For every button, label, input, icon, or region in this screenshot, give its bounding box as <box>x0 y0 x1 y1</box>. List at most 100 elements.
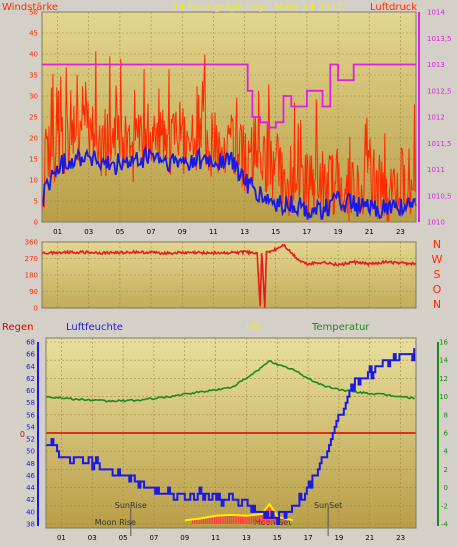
wind-x-tick-label: 01 <box>53 228 62 236</box>
pressure-y-tick-label: 1013 <box>427 61 445 69</box>
pressure-line <box>42 63 416 129</box>
humidity-y-tick-label: 58 <box>26 399 35 407</box>
compass-label: N <box>433 238 441 251</box>
humidity-x-tick-label: 21 <box>365 534 374 542</box>
pressure-y-tick-label: 1010,5 <box>427 192 452 200</box>
temperature-y-tick-label: -2 <box>441 502 448 510</box>
humidity-y-tick-label: 54 <box>26 423 35 431</box>
humidity-x-tick-label: 07 <box>149 534 158 542</box>
wind-x-tick-label: 15 <box>271 228 280 236</box>
direction-left-ticks: 0 90 180 270 360 <box>25 239 38 313</box>
humidity-y-tick-label: 52 <box>26 436 35 444</box>
humidity-x-tick-label: 13 <box>242 534 251 542</box>
direction-line <box>41 243 417 309</box>
pressure-y-tick-label: 1013,5 <box>427 35 452 43</box>
humidity-y-tick-label: 64 <box>26 363 35 371</box>
compass-label: O <box>433 283 442 296</box>
uv-line <box>184 502 293 522</box>
chart-title: 24 hour graph day : Marz 24 2017 <box>172 2 343 13</box>
direction-series <box>41 243 417 309</box>
moonset-label: Moon Set <box>254 518 291 527</box>
sunrise-label: SunRise <box>115 501 147 510</box>
wind-average-line <box>41 145 417 220</box>
wind-left-ticks: 0 5 10 15 20 25 30 35 40 45 50 <box>29 9 38 227</box>
temperature-line <box>45 360 415 403</box>
pressure-y-tick-label: 1012,5 <box>427 87 452 95</box>
uv-axis-label: UV <box>246 322 260 333</box>
humidity-plot-border <box>45 337 417 529</box>
wind-x-tick-label: 07 <box>147 228 156 236</box>
humidity-x-tick-label: 17 <box>304 534 313 542</box>
humidity-y-tick-label: 50 <box>26 448 35 456</box>
wind-y-tick-label: 45 <box>29 30 38 38</box>
humidity-x-tick-label: 19 <box>334 534 343 542</box>
temperature-y-tick-label: 12 <box>439 375 448 383</box>
compass-label: N <box>433 298 441 311</box>
direction-y-tick-label: 180 <box>25 272 38 280</box>
wind-y-tick-label: 50 <box>29 9 38 17</box>
compass-label: W <box>432 253 443 266</box>
humidity-left-ticks: 38 40 42 44 46 48 50 52 54 56 58 60 62 64 66 68 <box>26 339 35 529</box>
pressure-y-tick-label: 1010 <box>427 219 445 227</box>
wind-x-tick-label: 03 <box>84 228 93 236</box>
humidity-y-tick-label: 66 <box>26 351 35 359</box>
pressure-y-tick-label: 1011,5 <box>427 140 452 148</box>
moonrise-label: Moon Rise <box>95 518 136 527</box>
wind-y-tick-label: 30 <box>29 93 38 101</box>
temperature-y-tick-label: 8 <box>444 411 448 419</box>
wind-x-tick-label: 19 <box>334 228 343 236</box>
pressure-y-tick-label: 1014 <box>427 9 445 17</box>
humidity-y-tick-label: 68 <box>26 339 35 347</box>
wind-axis-label: Windstärke <box>2 2 58 13</box>
humidity-y-tick-label: 46 <box>26 472 35 480</box>
compass-label: S <box>434 268 441 281</box>
direction-plot-border <box>41 241 417 309</box>
humidity-series <box>45 348 416 525</box>
wind-y-tick-label: 0 <box>34 219 38 227</box>
wind-x-tick-label: 17 <box>302 228 311 236</box>
pressure-y-tick-label: 1012 <box>427 114 445 122</box>
wind-x-tick-label: 13 <box>240 228 249 236</box>
humidity-y-tick-label: 38 <box>26 521 35 529</box>
temperature-y-tick-label: 4 <box>444 448 449 456</box>
rain-axis-label: Regen <box>2 322 34 333</box>
wind-x-tick-label: 21 <box>365 228 374 236</box>
humidity-y-tick-label: 60 <box>26 387 35 395</box>
pressure-y-tick-label: 1011 <box>427 166 445 174</box>
temperature-y-tick-label: 6 <box>444 430 449 438</box>
wind-y-tick-label: 35 <box>29 72 38 80</box>
wind-raw-line <box>41 51 416 223</box>
temperature-y-tick-label: 2 <box>444 466 448 474</box>
wind-y-tick-label: 40 <box>29 51 38 59</box>
temperature-y-tick-label: -4 <box>441 521 449 529</box>
wind-x-tick-label: 11 <box>209 228 218 236</box>
wind-y-tick-label: 15 <box>29 156 38 164</box>
humidity-x-ticks: 01 03 05 07 09 11 13 15 17 19 21 23 <box>57 534 405 542</box>
temperature-right-ticks: -4 -2 0 2 4 6 8 10 12 14 16 <box>439 339 448 529</box>
wind-plot-border <box>41 11 417 223</box>
pressure-axis-label: Luftdruck <box>370 2 417 13</box>
humidity-line <box>46 348 416 525</box>
humidity-y-tick-label: 44 <box>26 484 35 492</box>
wind-x-tick-label: 23 <box>396 228 405 236</box>
humidity-x-tick-label: 03 <box>88 534 97 542</box>
sunset-label: SunSet <box>314 501 342 510</box>
direction-y-tick-label: 360 <box>25 239 38 247</box>
pressure-right-ticks: 1010 1010,5 1011 1011,5 1012 1012,5 1013 1013,5… <box>418 9 452 227</box>
humidity-y-tick-label: 40 <box>26 508 35 516</box>
temperature-y-tick-label: 14 <box>439 357 448 365</box>
rain-zero-label: 0 <box>20 430 25 439</box>
humidity-x-tick-label: 01 <box>57 534 66 542</box>
wind-x-tick-label: 09 <box>178 228 187 236</box>
humidity-x-tick-label: 15 <box>273 534 282 542</box>
humidity-x-tick-label: 11 <box>211 534 220 542</box>
direction-y-tick-label: 270 <box>25 255 38 263</box>
humidity-y-tick-label: 42 <box>26 496 35 504</box>
temperature-axis-label: Temperatur <box>311 322 370 333</box>
humidity-y-tick-label: 48 <box>26 460 35 468</box>
